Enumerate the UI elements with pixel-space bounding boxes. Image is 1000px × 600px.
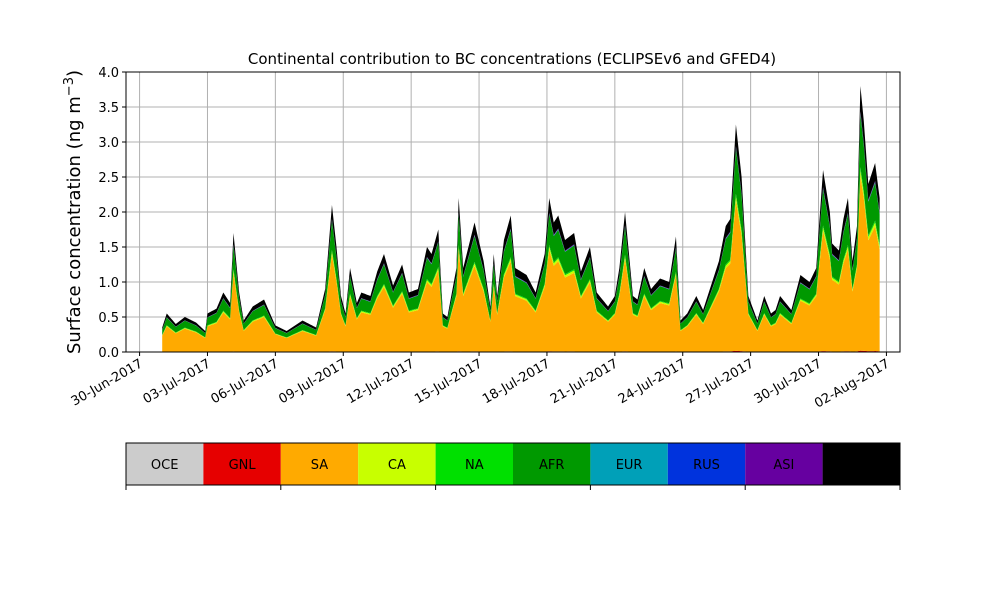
legend-swatch-na: [435, 443, 513, 485]
x-tick-label: 03-Jul-2017: [141, 356, 214, 407]
y-tick-label: 1.5: [98, 241, 119, 256]
legend-swatch-ca: [358, 443, 436, 485]
y-axis-ticks: 0.0 0.5 1.0 1.5 2.0 2.5 3.0 3.5 4.0: [98, 66, 126, 361]
y-axis-label-close: ): [64, 70, 85, 77]
y-tick-label: 0.0: [98, 346, 119, 361]
x-tick-label: 30-Jun-2017: [69, 356, 146, 409]
y-tick-label: 0.5: [98, 311, 119, 326]
y-axis-label-sup: −3: [62, 77, 77, 96]
x-tick-label: 06-Jul-2017: [209, 356, 282, 407]
legend-swatch-afr: [513, 443, 591, 485]
legend-swatch-rus: [667, 443, 746, 485]
legend-swatch-sa: [280, 443, 359, 485]
legend-label-na: NA: [465, 458, 484, 473]
legend-label-aus: AUS: [848, 458, 875, 473]
y-tick-label: 1.0: [98, 276, 119, 291]
y-tick-label: 2.0: [98, 206, 119, 221]
legend-frame: [125, 442, 901, 486]
y-tick-label: 4.0: [98, 66, 119, 81]
legend-swatch-aus: [822, 443, 900, 485]
legend-colorbar: OCE GNL SA CA NA AFR EUR RUS ASI AUS: [125, 442, 901, 490]
area-sa: [162, 175, 880, 352]
y-axis-label-main: Surface concentration (ng m: [64, 96, 85, 354]
y-tick-label: 3.0: [98, 136, 119, 151]
legend-label-rus: RUS: [693, 458, 720, 473]
chart-title: Continental contribution to BC concentra…: [248, 50, 776, 68]
legend-swatch-asi: [745, 443, 823, 485]
legend-label-afr: AFR: [539, 458, 564, 473]
y-axis-label: Surface concentration (ng m−3): [62, 70, 85, 354]
y-tick-label: 2.5: [98, 171, 119, 186]
legend-swatch-oce: [126, 443, 204, 485]
x-tick-label: 18-Jul-2017: [480, 356, 553, 407]
stacked-areas: [162, 86, 880, 352]
x-tick-label: 15-Jul-2017: [412, 356, 485, 407]
legend-swatch-gnl: [203, 443, 281, 485]
x-tick-label: 21-Jul-2017: [548, 356, 621, 407]
legend-label-sa: SA: [311, 458, 328, 473]
x-tick-label: 24-Jul-2017: [616, 356, 689, 407]
x-axis-ticks: 30-Jun-201703-Jul-201706-Jul-201709-Jul-…: [69, 352, 892, 412]
legend-label-asi: ASI: [773, 458, 794, 473]
legend-swatch-eur: [590, 443, 668, 485]
x-tick-label: 09-Jul-2017: [276, 356, 349, 407]
x-tick-label: 12-Jul-2017: [344, 356, 417, 407]
x-tick-label: 02-Aug-2017: [812, 356, 892, 411]
legend-label-eur: EUR: [616, 458, 643, 473]
x-tick-label: 27-Jul-2017: [684, 356, 757, 407]
area-afr: [162, 113, 880, 338]
y-tick-label: 3.5: [98, 101, 119, 116]
legend-label-oce: OCE: [151, 458, 179, 473]
legend-label-ca: CA: [388, 458, 406, 473]
legend-label-gnl: GNL: [229, 458, 257, 473]
